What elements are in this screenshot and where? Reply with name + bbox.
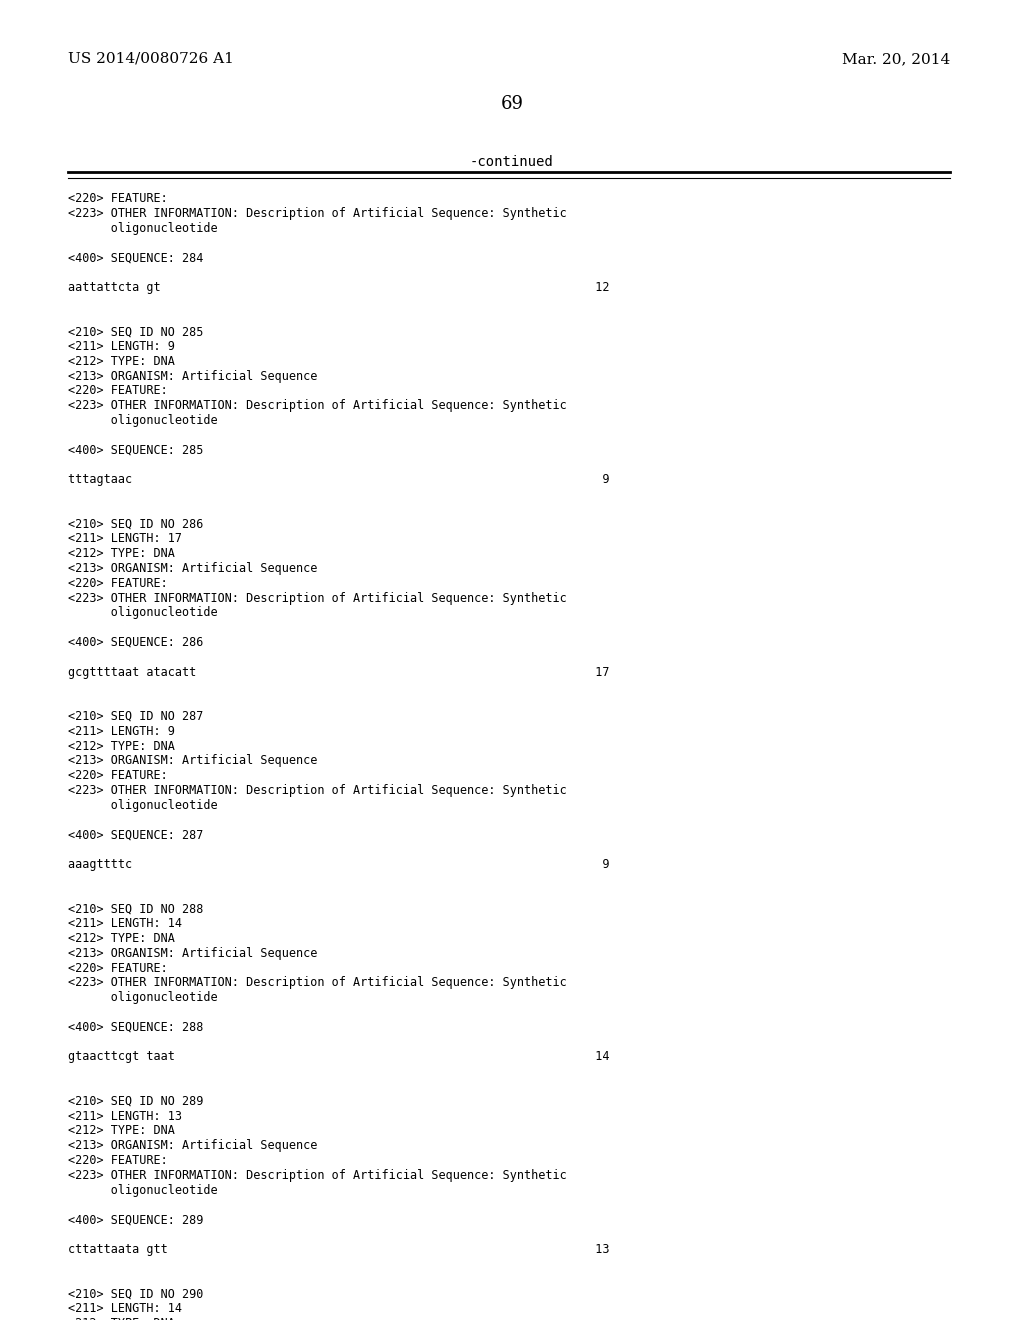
Text: <223> OTHER INFORMATION: Description of Artificial Sequence: Synthetic: <223> OTHER INFORMATION: Description of … <box>68 591 566 605</box>
Text: gtaacttcgt taat                                                           14: gtaacttcgt taat 14 <box>68 1051 609 1064</box>
Text: <212> TYPE: DNA: <212> TYPE: DNA <box>68 739 175 752</box>
Text: <210> SEQ ID NO 287: <210> SEQ ID NO 287 <box>68 710 204 723</box>
Text: aaagttttc                                                                  9: aaagttttc 9 <box>68 858 609 871</box>
Text: <400> SEQUENCE: 286: <400> SEQUENCE: 286 <box>68 636 204 649</box>
Text: oligonucleotide: oligonucleotide <box>68 991 218 1005</box>
Text: 69: 69 <box>501 95 523 114</box>
Text: <212> TYPE: DNA: <212> TYPE: DNA <box>68 1125 175 1138</box>
Text: -continued: -continued <box>470 154 554 169</box>
Text: <400> SEQUENCE: 288: <400> SEQUENCE: 288 <box>68 1020 204 1034</box>
Text: <210> SEQ ID NO 286: <210> SEQ ID NO 286 <box>68 517 204 531</box>
Text: <212> TYPE: DNA: <212> TYPE: DNA <box>68 1317 175 1320</box>
Text: <211> LENGTH: 13: <211> LENGTH: 13 <box>68 1110 182 1122</box>
Text: <213> ORGANISM: Artificial Sequence: <213> ORGANISM: Artificial Sequence <box>68 370 317 383</box>
Text: oligonucleotide: oligonucleotide <box>68 222 218 235</box>
Text: oligonucleotide: oligonucleotide <box>68 799 218 812</box>
Text: gcgttttaat atacatt                                                        17: gcgttttaat atacatt 17 <box>68 665 609 678</box>
Text: <223> OTHER INFORMATION: Description of Artificial Sequence: Synthetic: <223> OTHER INFORMATION: Description of … <box>68 399 566 412</box>
Text: <220> FEATURE:: <220> FEATURE: <box>68 191 168 205</box>
Text: <211> LENGTH: 14: <211> LENGTH: 14 <box>68 917 182 931</box>
Text: <400> SEQUENCE: 284: <400> SEQUENCE: 284 <box>68 251 204 264</box>
Text: <220> FEATURE:: <220> FEATURE: <box>68 577 168 590</box>
Text: tttagtaac                                                                  9: tttagtaac 9 <box>68 473 609 486</box>
Text: oligonucleotide: oligonucleotide <box>68 1184 218 1197</box>
Text: oligonucleotide: oligonucleotide <box>68 414 218 426</box>
Text: Mar. 20, 2014: Mar. 20, 2014 <box>842 51 950 66</box>
Text: oligonucleotide: oligonucleotide <box>68 606 218 619</box>
Text: aattattcta gt                                                             12: aattattcta gt 12 <box>68 281 609 294</box>
Text: <213> ORGANISM: Artificial Sequence: <213> ORGANISM: Artificial Sequence <box>68 946 317 960</box>
Text: <220> FEATURE:: <220> FEATURE: <box>68 384 168 397</box>
Text: <211> LENGTH: 9: <211> LENGTH: 9 <box>68 725 175 738</box>
Text: <223> OTHER INFORMATION: Description of Artificial Sequence: Synthetic: <223> OTHER INFORMATION: Description of … <box>68 977 566 990</box>
Text: <212> TYPE: DNA: <212> TYPE: DNA <box>68 548 175 560</box>
Text: cttattaata gtt                                                            13: cttattaata gtt 13 <box>68 1243 609 1255</box>
Text: <213> ORGANISM: Artificial Sequence: <213> ORGANISM: Artificial Sequence <box>68 562 317 576</box>
Text: <210> SEQ ID NO 288: <210> SEQ ID NO 288 <box>68 903 204 915</box>
Text: <400> SEQUENCE: 285: <400> SEQUENCE: 285 <box>68 444 204 457</box>
Text: <213> ORGANISM: Artificial Sequence: <213> ORGANISM: Artificial Sequence <box>68 755 317 767</box>
Text: <211> LENGTH: 17: <211> LENGTH: 17 <box>68 532 182 545</box>
Text: <211> LENGTH: 14: <211> LENGTH: 14 <box>68 1302 182 1315</box>
Text: <223> OTHER INFORMATION: Description of Artificial Sequence: Synthetic: <223> OTHER INFORMATION: Description of … <box>68 207 566 220</box>
Text: <212> TYPE: DNA: <212> TYPE: DNA <box>68 355 175 368</box>
Text: <400> SEQUENCE: 287: <400> SEQUENCE: 287 <box>68 829 204 841</box>
Text: US 2014/0080726 A1: US 2014/0080726 A1 <box>68 51 233 66</box>
Text: <210> SEQ ID NO 290: <210> SEQ ID NO 290 <box>68 1287 204 1300</box>
Text: <213> ORGANISM: Artificial Sequence: <213> ORGANISM: Artificial Sequence <box>68 1139 317 1152</box>
Text: <212> TYPE: DNA: <212> TYPE: DNA <box>68 932 175 945</box>
Text: <223> OTHER INFORMATION: Description of Artificial Sequence: Synthetic: <223> OTHER INFORMATION: Description of … <box>68 1168 566 1181</box>
Text: <220> FEATURE:: <220> FEATURE: <box>68 770 168 783</box>
Text: <220> FEATURE:: <220> FEATURE: <box>68 1154 168 1167</box>
Text: <400> SEQUENCE: 289: <400> SEQUENCE: 289 <box>68 1213 204 1226</box>
Text: <223> OTHER INFORMATION: Description of Artificial Sequence: Synthetic: <223> OTHER INFORMATION: Description of … <box>68 784 566 797</box>
Text: <211> LENGTH: 9: <211> LENGTH: 9 <box>68 341 175 352</box>
Text: <210> SEQ ID NO 285: <210> SEQ ID NO 285 <box>68 325 204 338</box>
Text: <220> FEATURE:: <220> FEATURE: <box>68 961 168 974</box>
Text: <210> SEQ ID NO 289: <210> SEQ ID NO 289 <box>68 1094 204 1107</box>
